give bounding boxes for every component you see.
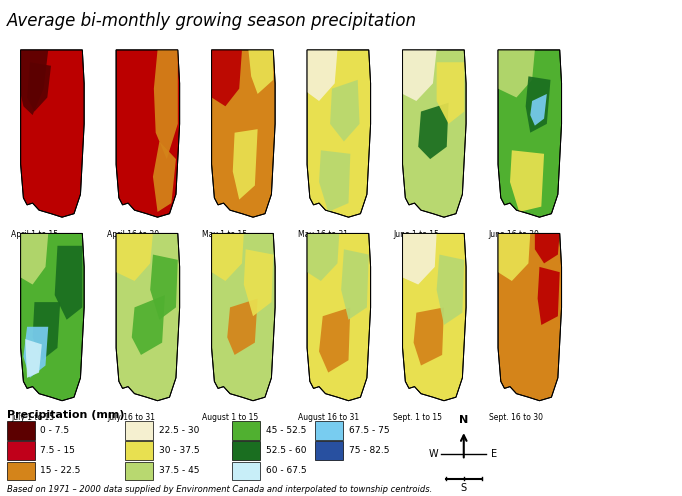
Text: 30 - 37.5: 30 - 37.5 xyxy=(159,446,200,455)
Bar xyxy=(7,441,35,460)
Polygon shape xyxy=(244,249,273,316)
Text: Based on 1971 – 2000 data supplied by Environment Canada and interpolated to tow: Based on 1971 – 2000 data supplied by En… xyxy=(7,485,432,494)
Polygon shape xyxy=(233,129,258,199)
Text: 45 - 52.5: 45 - 52.5 xyxy=(266,426,306,435)
Text: Sept. 16 to 30: Sept. 16 to 30 xyxy=(489,413,543,422)
Polygon shape xyxy=(402,50,436,101)
Polygon shape xyxy=(319,150,351,212)
Polygon shape xyxy=(498,50,535,97)
Polygon shape xyxy=(25,339,42,378)
Polygon shape xyxy=(526,76,550,132)
Polygon shape xyxy=(227,299,258,355)
Text: June 16 to 30: June 16 to 30 xyxy=(489,230,539,239)
Polygon shape xyxy=(537,267,560,325)
Polygon shape xyxy=(211,234,275,401)
Polygon shape xyxy=(153,141,176,212)
Polygon shape xyxy=(307,234,370,401)
Bar xyxy=(233,421,260,439)
Polygon shape xyxy=(535,234,560,263)
Polygon shape xyxy=(20,234,48,285)
Bar xyxy=(233,441,260,460)
Text: August 1 to 15: August 1 to 15 xyxy=(203,413,258,422)
Text: 15 - 22.5: 15 - 22.5 xyxy=(40,466,81,475)
Text: 0 - 7.5: 0 - 7.5 xyxy=(40,426,70,435)
Bar xyxy=(125,421,153,439)
Text: W: W xyxy=(428,449,438,459)
Text: May 16 to 31: May 16 to 31 xyxy=(298,230,348,239)
Polygon shape xyxy=(132,295,165,355)
Polygon shape xyxy=(402,234,466,401)
Polygon shape xyxy=(116,50,179,217)
Polygon shape xyxy=(20,50,84,217)
Text: N: N xyxy=(459,415,469,425)
Polygon shape xyxy=(402,50,466,217)
Polygon shape xyxy=(531,94,547,125)
Text: 52.5 - 60: 52.5 - 60 xyxy=(266,446,306,455)
Text: Sept. 1 to 15: Sept. 1 to 15 xyxy=(394,413,443,422)
Text: S: S xyxy=(461,483,466,493)
Polygon shape xyxy=(248,50,273,94)
Polygon shape xyxy=(307,50,338,101)
Text: 60 - 67.5: 60 - 67.5 xyxy=(266,466,306,475)
Polygon shape xyxy=(150,254,178,320)
Text: E: E xyxy=(492,449,497,459)
Text: 67.5 - 75: 67.5 - 75 xyxy=(349,426,389,435)
Polygon shape xyxy=(436,62,464,124)
Bar xyxy=(7,421,35,439)
Text: 22.5 - 30: 22.5 - 30 xyxy=(159,426,200,435)
Text: July 1 to 15: July 1 to 15 xyxy=(12,413,55,422)
Polygon shape xyxy=(498,234,561,401)
Polygon shape xyxy=(211,50,242,106)
Text: April 16 to 30: April 16 to 30 xyxy=(107,230,159,239)
Polygon shape xyxy=(402,234,436,285)
Polygon shape xyxy=(413,308,444,366)
Polygon shape xyxy=(307,234,340,281)
Text: 75 - 82.5: 75 - 82.5 xyxy=(349,446,389,455)
Polygon shape xyxy=(27,62,51,112)
Polygon shape xyxy=(510,150,544,212)
Text: 37.5 - 45: 37.5 - 45 xyxy=(159,466,200,475)
Text: 7.5 - 15: 7.5 - 15 xyxy=(40,446,75,455)
Polygon shape xyxy=(55,246,83,320)
Polygon shape xyxy=(341,249,369,320)
Polygon shape xyxy=(211,50,275,217)
Polygon shape xyxy=(498,50,561,217)
Polygon shape xyxy=(20,234,84,401)
Text: Average bi-monthly growing season precipitation: Average bi-monthly growing season precip… xyxy=(7,12,417,30)
Polygon shape xyxy=(154,50,178,159)
Bar xyxy=(233,461,260,480)
Polygon shape xyxy=(319,308,351,372)
Bar xyxy=(125,461,153,480)
Polygon shape xyxy=(330,80,359,141)
Text: July 16 to 31: July 16 to 31 xyxy=(107,413,155,422)
Bar xyxy=(315,441,343,460)
Polygon shape xyxy=(211,234,244,281)
Text: April 1 to 15: April 1 to 15 xyxy=(12,230,59,239)
Bar xyxy=(125,441,153,460)
Text: May 1 to 15: May 1 to 15 xyxy=(203,230,248,239)
Bar xyxy=(315,421,343,439)
Polygon shape xyxy=(20,50,48,115)
Text: Precipitation (mm): Precipitation (mm) xyxy=(7,410,124,420)
Polygon shape xyxy=(23,327,48,378)
Text: June 1 to 15: June 1 to 15 xyxy=(394,230,439,239)
Bar xyxy=(7,461,35,480)
Polygon shape xyxy=(436,254,464,325)
Polygon shape xyxy=(418,103,449,159)
Text: August 16 to 31: August 16 to 31 xyxy=(298,413,359,422)
Polygon shape xyxy=(116,234,153,281)
Polygon shape xyxy=(116,234,179,401)
Polygon shape xyxy=(498,234,531,281)
Polygon shape xyxy=(307,50,370,217)
Polygon shape xyxy=(33,302,60,360)
